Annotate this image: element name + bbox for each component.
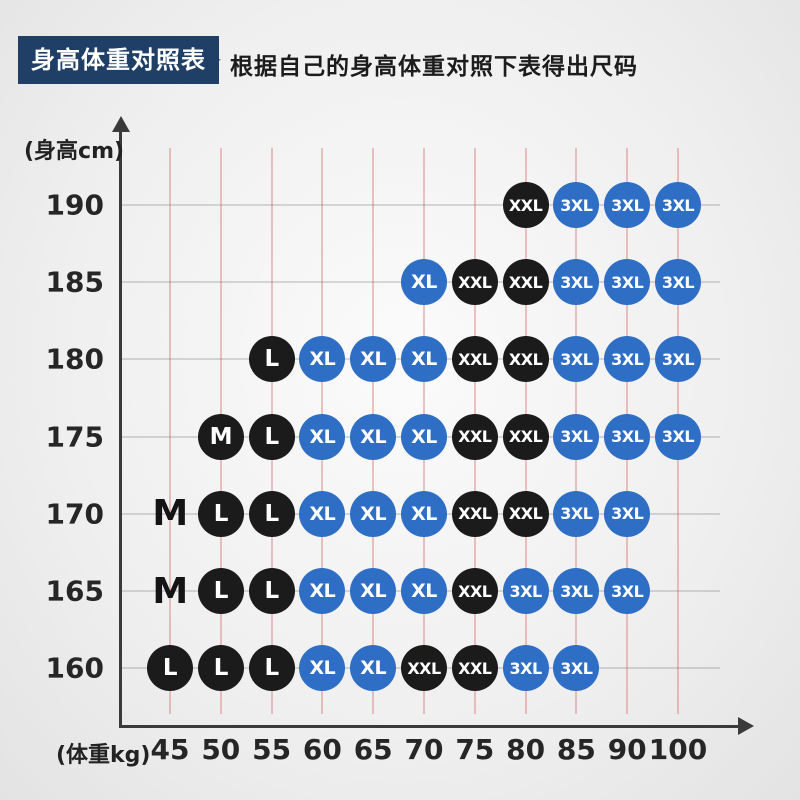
size-point-xxl: XXL (451, 336, 498, 383)
size-point-xl: XL (299, 413, 346, 460)
size-point-xl: XL (350, 490, 397, 537)
size-point-xxl: XXL (451, 568, 498, 614)
size-point-xxl: XXL (401, 645, 447, 692)
size-point-3xl: 3XL (655, 413, 701, 460)
size-point-3xl: 3XL (553, 336, 600, 383)
size-point-xl: XL (350, 645, 397, 692)
size-point-m: M (152, 493, 188, 535)
x-tick-label: 80 (506, 733, 546, 766)
x-tick-label: 55 (252, 733, 292, 766)
size-point-3xl: 3XL (604, 336, 651, 383)
size-point-xxl: XXL (451, 645, 498, 692)
size-point-xl: XL (299, 336, 346, 383)
size-point-3xl: 3XL (553, 182, 600, 228)
size-point-l: L (248, 645, 295, 692)
size-point-l: L (197, 568, 244, 614)
gridline-vertical (169, 148, 171, 714)
size-point-3xl: 3XL (604, 413, 651, 460)
size-point-3xl: 3XL (655, 182, 701, 228)
size-point-xxl: XXL (502, 413, 549, 460)
size-point-3xl: 3XL (553, 568, 600, 614)
y-axis-arrow-icon (112, 116, 130, 132)
x-axis-label: (体重kg) (56, 743, 151, 768)
x-tick-label: 85 (556, 733, 596, 766)
size-point-xl: XL (401, 336, 447, 383)
size-point-xl: XL (350, 413, 397, 460)
size-point-xxl: XXL (502, 259, 549, 306)
star-icon: ★ (201, 48, 223, 76)
y-tick-label: 180 (45, 342, 104, 376)
x-tick-label: 50 (201, 733, 241, 766)
x-tick-label: 90 (607, 733, 647, 766)
y-tick-label: 185 (45, 265, 104, 299)
x-tick-label: 70 (404, 733, 444, 766)
x-tick-label: 65 (353, 733, 393, 766)
size-point-3xl: 3XL (604, 490, 651, 537)
y-tick-label: 175 (45, 420, 104, 454)
size-point-xl: XL (401, 490, 447, 537)
size-point-3xl: 3XL (604, 259, 651, 306)
size-point-m: M (197, 413, 244, 460)
size-point-l: L (197, 645, 244, 692)
size-point-3xl: 3XL (604, 568, 651, 614)
size-point-m: M (152, 570, 188, 612)
y-axis-label: (身高cm) (24, 139, 125, 164)
size-point-xxl: XXL (451, 259, 498, 306)
size-point-3xl: 3XL (502, 568, 549, 614)
x-tick-label: 45 (150, 733, 190, 766)
gridline-horizontal (122, 204, 720, 206)
size-point-l: L (248, 568, 295, 614)
size-point-l: L (248, 336, 295, 383)
size-point-xl: XL (299, 645, 346, 692)
size-point-3xl: 3XL (655, 336, 701, 383)
chart-subtitle: 根据自己的身高体重对照下表得出尺码 (230, 54, 638, 80)
size-point-xxl: XXL (451, 490, 498, 537)
size-point-3xl: 3XL (553, 645, 600, 692)
x-tick-label: 75 (455, 733, 495, 766)
y-axis-line (119, 130, 122, 728)
size-point-3xl: 3XL (553, 413, 600, 460)
size-point-l: L (147, 645, 193, 692)
size-point-l: L (248, 490, 295, 537)
size-point-3xl: 3XL (553, 490, 600, 537)
size-point-xxl: XXL (502, 182, 549, 228)
size-point-3xl: 3XL (553, 259, 600, 306)
x-tick-label: 100 (648, 733, 708, 766)
size-point-xxl: XXL (502, 336, 549, 383)
y-tick-label: 165 (45, 574, 104, 608)
size-point-xl: XL (401, 259, 447, 306)
size-point-xl: XL (299, 490, 346, 537)
size-point-xxl: XXL (502, 490, 549, 537)
x-axis-arrow-icon (738, 717, 754, 735)
size-point-l: L (197, 490, 244, 537)
y-tick-label: 190 (45, 188, 104, 222)
size-point-xl: XL (401, 413, 447, 460)
size-point-3xl: 3XL (604, 182, 651, 228)
size-point-xl: XL (299, 568, 346, 614)
x-axis-line (119, 725, 741, 728)
size-point-3xl: 3XL (502, 645, 549, 692)
x-tick-label: 60 (302, 733, 342, 766)
size-point-3xl: 3XL (655, 259, 701, 306)
chart-title: 身高体重对照表 (31, 46, 206, 74)
size-point-l: L (248, 413, 295, 460)
size-point-xl: XL (350, 336, 397, 383)
size-point-xl: XL (350, 568, 397, 614)
size-point-xl: XL (401, 568, 447, 614)
y-tick-label: 160 (45, 651, 104, 685)
size-point-xxl: XXL (451, 413, 498, 460)
y-tick-label: 170 (45, 497, 104, 531)
chart-title-badge: 身高体重对照表 (18, 36, 219, 84)
